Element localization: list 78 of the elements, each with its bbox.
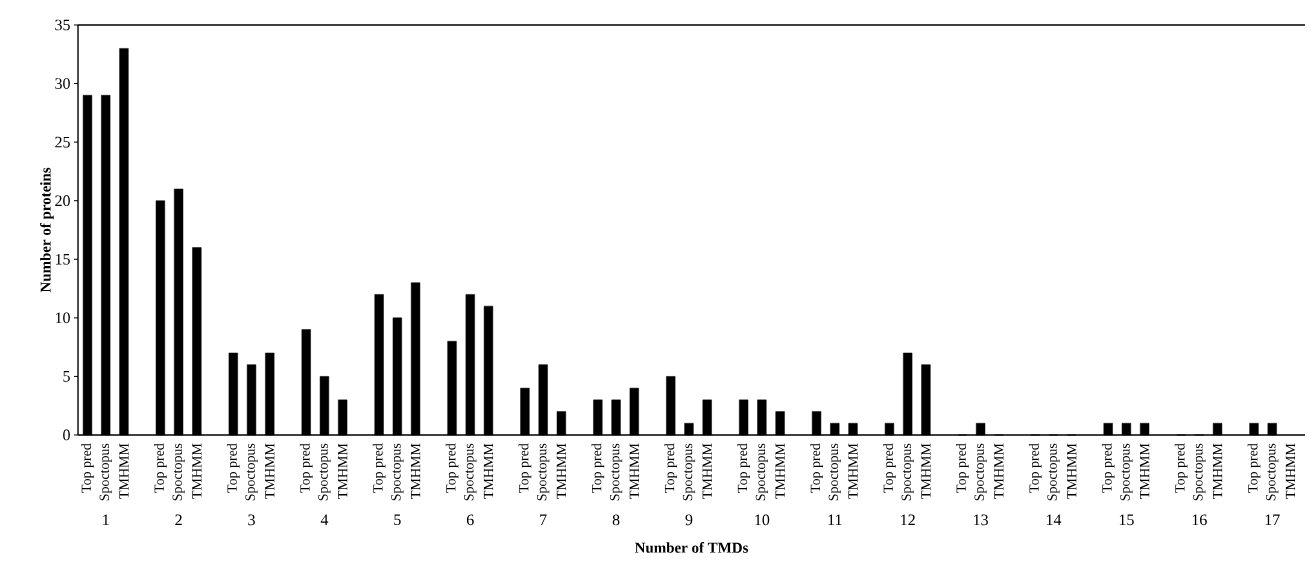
text: Spoctopus bbox=[609, 443, 623, 501]
x-tick-label: 10 bbox=[755, 514, 770, 526]
text: Top pred bbox=[737, 443, 750, 493]
text: Spoctopus bbox=[828, 443, 841, 501]
text: Spoctopus bbox=[1193, 443, 1206, 501]
text: Top pred bbox=[1101, 443, 1115, 493]
text: TMHMM bbox=[265, 443, 275, 499]
text: TMHMM bbox=[1285, 443, 1296, 499]
x-tick-label: 2 bbox=[175, 514, 182, 526]
text: TMHMM bbox=[192, 443, 202, 499]
text: TMHMM bbox=[556, 443, 566, 499]
text: TMHMM bbox=[1067, 443, 1077, 499]
y-tick-label: 35 bbox=[55, 19, 70, 31]
y-tick-label: 25 bbox=[55, 136, 70, 148]
x-tick-label: 15 bbox=[1119, 514, 1134, 526]
text: TMHMM bbox=[1140, 443, 1150, 499]
text: Spoctopus bbox=[1120, 443, 1133, 501]
text: Top pred bbox=[154, 443, 167, 493]
x-tick-label: 1 bbox=[103, 514, 109, 526]
x-tick-label: 17 bbox=[1265, 514, 1280, 526]
text: Top pred bbox=[372, 443, 386, 493]
text: Spoctopus bbox=[974, 443, 987, 501]
text: Spoctopus bbox=[537, 443, 550, 501]
text: Top pred bbox=[810, 443, 823, 493]
x-axis-title: Number of TMDs bbox=[634, 542, 749, 553]
text: TMHMM bbox=[994, 443, 1004, 499]
text: TMHMM bbox=[848, 443, 858, 499]
x-tick-label: 9 bbox=[685, 514, 693, 526]
text: Spoctopus bbox=[318, 443, 331, 501]
x-tick-label: 11 bbox=[828, 514, 842, 526]
y-tick-label: 20 bbox=[55, 195, 70, 207]
y-axis-title: Number of proteins bbox=[40, 167, 54, 293]
text: Top pred bbox=[81, 443, 94, 493]
y-tick-label: 15 bbox=[55, 253, 70, 265]
x-tick-label: 13 bbox=[974, 514, 988, 526]
text: TMHMM bbox=[483, 443, 494, 499]
text: Spoctopus bbox=[1047, 443, 1060, 501]
text: Spoctopus bbox=[391, 443, 404, 501]
text: TMHMM bbox=[629, 443, 639, 499]
text: TMHMM bbox=[775, 443, 785, 499]
text: Top pred bbox=[445, 443, 459, 493]
text: TMHMM bbox=[921, 443, 931, 499]
text: Spoctopus bbox=[755, 443, 768, 501]
x-tick-label: 8 bbox=[612, 514, 620, 526]
y-tick-label: 5 bbox=[63, 371, 70, 382]
text: Spoctopus bbox=[172, 443, 185, 501]
text: Spoctopus bbox=[245, 443, 258, 501]
text: Top pred bbox=[664, 443, 678, 493]
text: Spoctopus bbox=[682, 443, 696, 501]
text: Top pred bbox=[1174, 443, 1188, 493]
text: TMHMM bbox=[119, 443, 129, 499]
text: Spoctopus bbox=[1266, 443, 1279, 501]
text: TMHMM bbox=[702, 443, 712, 499]
x-tick-label: 4 bbox=[320, 514, 329, 525]
x-tick-label: 5 bbox=[394, 514, 401, 526]
text: Top pred bbox=[883, 443, 896, 493]
y-tick-label: 30 bbox=[55, 78, 70, 89]
text: TMHMM bbox=[338, 443, 348, 499]
text: TMHMM bbox=[411, 443, 421, 499]
text: Top pred bbox=[1247, 443, 1261, 493]
text: Spoctopus bbox=[901, 443, 914, 501]
x-tick-label: 6 bbox=[466, 514, 474, 526]
x-tick-label: 16 bbox=[1192, 514, 1207, 526]
text: TMHMM bbox=[1212, 443, 1223, 499]
text: Top pred bbox=[299, 443, 313, 493]
text: Spoctopus bbox=[99, 443, 112, 501]
text: Spoctopus bbox=[464, 443, 477, 501]
x-tick-label: 7 bbox=[540, 514, 547, 525]
text: Top pred bbox=[956, 443, 969, 493]
text: Top pred bbox=[591, 443, 605, 493]
text: Top pred bbox=[226, 443, 240, 493]
y-tick-label: 10 bbox=[55, 312, 70, 324]
text: Top pred bbox=[518, 443, 532, 493]
y-tick-label: 0 bbox=[63, 429, 70, 441]
x-tick-label: 14 bbox=[1046, 514, 1062, 526]
x-tick-label: 12 bbox=[901, 514, 915, 526]
text: Top pred bbox=[1028, 443, 1042, 493]
x-tick-label: 3 bbox=[248, 514, 255, 526]
